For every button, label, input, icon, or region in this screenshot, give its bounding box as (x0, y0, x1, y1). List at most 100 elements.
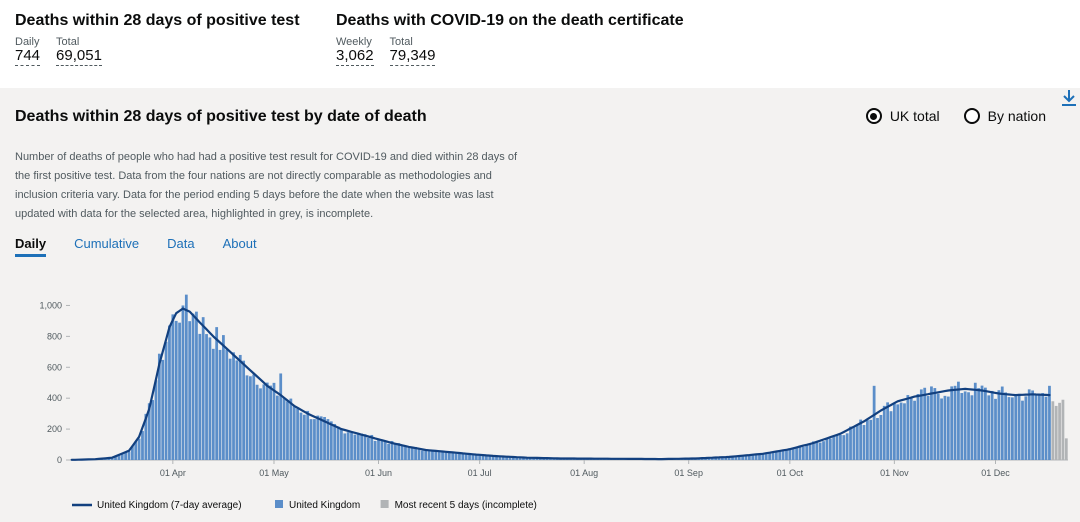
x-tick-label: 01 Nov (880, 468, 909, 478)
tab-daily[interactable]: Daily (15, 236, 47, 257)
bar (845, 433, 849, 460)
bar (275, 395, 279, 460)
bar (855, 424, 859, 460)
bar (269, 385, 272, 460)
legend-label: United Kingdom (289, 500, 360, 511)
tab-cumulative[interactable]: Cumulative (74, 236, 140, 251)
legend-swatch-bar (380, 500, 389, 508)
bar (215, 327, 219, 460)
bar (289, 398, 293, 460)
bar (420, 450, 424, 460)
bar (869, 419, 873, 460)
bar (178, 322, 181, 460)
bar (188, 321, 192, 460)
bar (444, 451, 448, 460)
bar (478, 455, 482, 460)
bar (724, 457, 728, 460)
bar (923, 387, 927, 460)
y-tick-label: 600 (47, 362, 62, 372)
bar (1014, 394, 1018, 460)
bar (235, 360, 239, 460)
y-tick-label: 1,000 (39, 300, 62, 310)
bar (839, 434, 842, 460)
bar (815, 441, 819, 460)
bar (370, 434, 374, 460)
metric-value[interactable]: 79,349 (389, 47, 436, 66)
bar (896, 404, 900, 460)
bar (1034, 394, 1038, 460)
bar (117, 454, 121, 460)
metric-weekly: Weekly 3,062 (336, 36, 374, 66)
bar (272, 382, 276, 460)
bar (404, 446, 407, 460)
bar (248, 376, 252, 460)
bar (286, 401, 289, 460)
bar (245, 375, 249, 460)
bar (154, 380, 158, 460)
metric-value[interactable]: 3,062 (336, 47, 374, 66)
metric-label: Total (389, 36, 413, 48)
bar (926, 396, 930, 460)
bar (255, 384, 259, 460)
bar (262, 384, 266, 460)
bar (963, 391, 967, 460)
bar (990, 390, 994, 460)
bar (319, 416, 323, 460)
bar (849, 426, 852, 460)
bar (134, 441, 138, 460)
bar (1048, 385, 1051, 460)
metric-value[interactable]: 744 (15, 47, 41, 66)
series-line-7-day-average (70, 307, 1051, 461)
bar (1010, 397, 1014, 460)
bar (208, 337, 212, 460)
bar (168, 325, 171, 460)
bar (151, 400, 154, 460)
bar (353, 434, 357, 460)
bar (940, 398, 943, 460)
bar (525, 457, 529, 460)
bar (1000, 386, 1004, 460)
bar (124, 451, 128, 460)
bar (299, 412, 303, 460)
bar (973, 382, 977, 460)
bar (761, 453, 765, 460)
bar (306, 410, 310, 460)
bar (447, 452, 451, 460)
bar (734, 456, 738, 460)
bar (872, 385, 876, 460)
bar (535, 458, 539, 460)
bar (464, 453, 468, 460)
bar (764, 453, 768, 460)
bar (798, 445, 802, 460)
download-icon[interactable] (1060, 88, 1078, 108)
bar (387, 443, 391, 460)
bar (383, 441, 387, 460)
bar (198, 333, 202, 460)
bar (909, 397, 913, 460)
bar (903, 403, 906, 460)
bar (967, 392, 970, 460)
bar (400, 445, 404, 460)
bar (380, 439, 384, 460)
bar (454, 453, 458, 460)
bar (1031, 390, 1034, 460)
bar (137, 438, 141, 460)
bar (919, 389, 923, 460)
metric-value[interactable]: 69,051 (56, 47, 102, 66)
bar (302, 414, 306, 460)
radio-uk-total[interactable]: UK total (865, 108, 940, 124)
bar (946, 396, 950, 460)
bar (377, 439, 380, 460)
bar (1004, 392, 1008, 460)
bar (862, 425, 866, 460)
card-description: Number of deaths of people who had had a… (15, 151, 518, 220)
radio-by-nation[interactable]: By nation (963, 108, 1046, 124)
legend-label: United Kingdom (7-day average) (97, 500, 242, 511)
tab-about[interactable]: About (222, 236, 257, 251)
bar (977, 388, 981, 460)
radio-unselected-icon[interactable] (963, 108, 980, 124)
radio-selected-icon[interactable] (865, 108, 882, 124)
tab-data[interactable]: Data (167, 236, 195, 251)
bar (346, 432, 350, 460)
bar (882, 405, 886, 460)
